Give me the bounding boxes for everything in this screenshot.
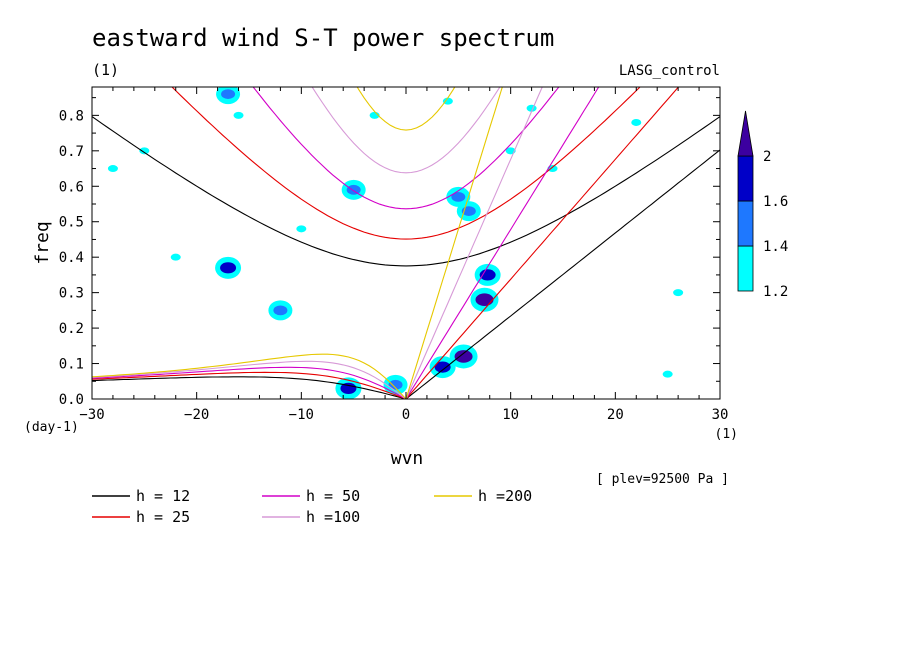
equatorial-rossby-curve <box>92 366 407 399</box>
x-tick-label: −20 <box>184 407 209 423</box>
power-blob <box>107 165 118 173</box>
legend-label: h = 25 <box>136 508 190 526</box>
power-blob <box>454 350 473 363</box>
power-blob <box>346 184 361 195</box>
colorbar: 1.2 1.4 1.6 2 <box>737 110 788 300</box>
y-axis: 0.0 0.1 0.2 0.3 0.4 0.5 0.6 0.7 0.8 <box>59 97 720 408</box>
x-unit-label: (1) <box>715 427 738 442</box>
power-blob <box>273 305 288 316</box>
y-axis-label: freq <box>32 221 53 264</box>
kelvin-curve <box>405 87 503 399</box>
inertia-gravity-curve <box>311 87 501 174</box>
colorbar-segment <box>737 200 754 247</box>
y-tick-label: 0.6 <box>59 179 84 195</box>
x-tick-label: 10 <box>502 407 519 423</box>
inertia-gravity-curve <box>171 87 641 240</box>
y-tick-label: 0.8 <box>59 108 84 124</box>
x-tick-label: 30 <box>712 407 729 423</box>
power-blob <box>388 379 403 390</box>
inertia-gravity-curve <box>92 116 720 267</box>
equatorial-rossby-curve <box>92 360 407 399</box>
power-blob <box>340 382 357 394</box>
level-annotation: [ plev=92500 Pa ] <box>596 472 729 487</box>
legend-label: h = 12 <box>136 487 190 505</box>
power-blob <box>220 262 237 274</box>
colorbar-label: 1.6 <box>763 194 788 210</box>
power-blob <box>442 97 453 105</box>
plot-frame <box>91 86 721 400</box>
inertia-gravity-curve <box>356 87 456 131</box>
power-blob <box>673 289 684 297</box>
legend: h = 12 h = 25 h = 50 h =100 h =200 <box>92 487 532 526</box>
colorbar-label: 1.4 <box>763 239 788 255</box>
power-blob <box>296 225 307 233</box>
chart-subtitle-right: LASG_control <box>619 63 720 79</box>
power-blob <box>139 147 150 155</box>
power-blob <box>479 269 496 281</box>
y-tick-label: 0.3 <box>59 286 84 302</box>
kelvin-curve <box>405 149 720 399</box>
power-blob <box>221 89 236 99</box>
chart-title: eastward wind S-T power spectrum <box>92 24 554 52</box>
power-blob <box>233 111 244 119</box>
x-tick-label: −10 <box>289 407 314 423</box>
colorbar-segment <box>737 245 754 292</box>
inertia-gravity-curve <box>252 87 560 210</box>
power-blob <box>451 192 466 202</box>
legend-label: h = 50 <box>306 487 360 505</box>
x-tick-label: 0 <box>402 407 410 423</box>
power-contours <box>107 87 684 399</box>
power-blob <box>170 253 181 261</box>
chart-subtitle-left: (1) <box>92 61 119 79</box>
colorbar-label: 1.2 <box>763 284 788 300</box>
x-axis-label: wvn <box>391 448 424 469</box>
x-tick-label: 20 <box>607 407 624 423</box>
colorbar-label: 2 <box>763 149 771 165</box>
power-blob <box>434 361 451 373</box>
y-tick-label: 0.0 <box>59 392 84 408</box>
colorbar-segment <box>737 155 754 202</box>
power-blob <box>631 118 642 126</box>
x-axis: −30 −20 −10 0 10 20 30 <box>79 87 728 423</box>
legend-label: h =200 <box>478 487 532 505</box>
y-tick-label: 0.4 <box>59 250 84 266</box>
power-blob <box>662 370 673 378</box>
power-blob <box>547 165 558 173</box>
colorbar-extension <box>737 110 754 157</box>
x-tick-label: −30 <box>79 407 104 423</box>
y-tick-label: 0.7 <box>59 144 84 160</box>
dispersion-curves <box>92 87 720 399</box>
equatorial-rossby-curve <box>92 376 407 399</box>
kelvin-curve <box>405 87 543 399</box>
kelvin-curve <box>405 87 680 399</box>
y-tick-label: 0.5 <box>59 215 84 231</box>
legend-label: h =100 <box>306 508 360 526</box>
equatorial-rossby-curve <box>92 371 407 399</box>
y-unit-label: (day-1) <box>24 420 79 435</box>
equatorial-rossby-curve <box>92 353 407 399</box>
y-tick-label: 0.2 <box>59 321 84 337</box>
kelvin-curve <box>405 87 600 399</box>
y-tick-label: 0.1 <box>59 357 84 373</box>
power-blob <box>475 293 494 307</box>
